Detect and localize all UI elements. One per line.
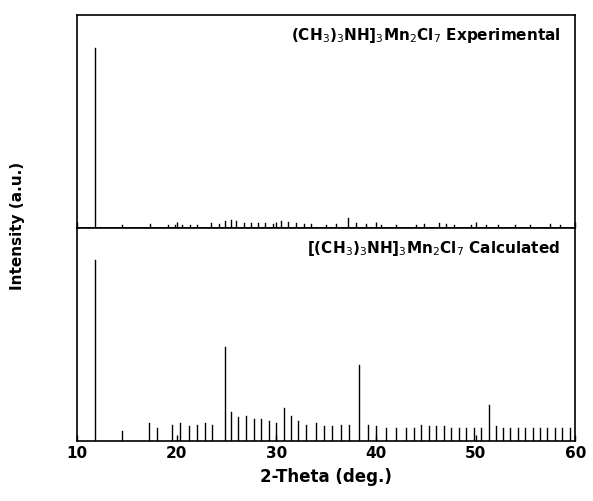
- Text: (CH$_3$)$_3$NH]$_3$Mn$_2$Cl$_7$ Experimental: (CH$_3$)$_3$NH]$_3$Mn$_2$Cl$_7$ Experime…: [291, 26, 560, 45]
- Text: Intensity (a.u.): Intensity (a.u.): [10, 161, 25, 290]
- X-axis label: 2-Theta (deg.): 2-Theta (deg.): [260, 468, 392, 485]
- Text: [(CH$_3$)$_3$NH]$_3$Mn$_2$Cl$_7$ Calculated: [(CH$_3$)$_3$NH]$_3$Mn$_2$Cl$_7$ Calcula…: [307, 238, 560, 258]
